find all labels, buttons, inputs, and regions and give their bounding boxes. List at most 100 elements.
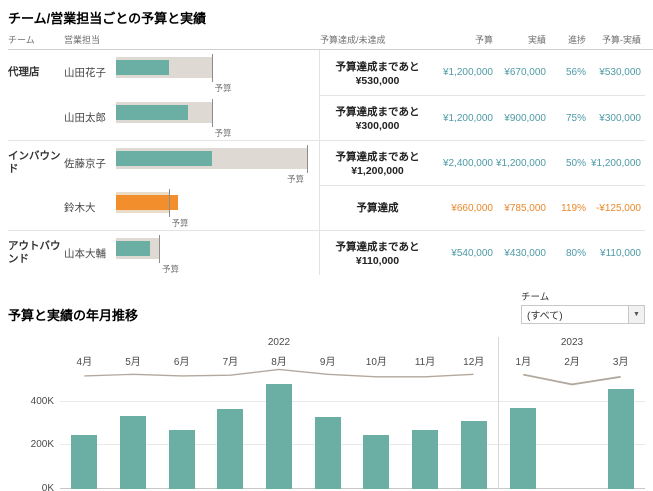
chart-column bbox=[548, 367, 597, 489]
budget-vs-actual-table-section: チーム/営業担当ごとの予算と実績 チーム 営業担当 予算達成/未達成 予算 実績… bbox=[8, 11, 653, 275]
team-filter: チーム (すべて) ▼ bbox=[521, 289, 645, 324]
gridline bbox=[60, 400, 645, 402]
chevron-down-icon[interactable]: ▼ bbox=[628, 306, 644, 323]
status-cell: 予算達成 bbox=[320, 185, 435, 230]
status-text: 予算達成 bbox=[356, 202, 399, 214]
diff-value: -¥125,000 bbox=[590, 185, 645, 230]
year-label: 2023 bbox=[560, 337, 584, 348]
budget-value: ¥1,200,000 bbox=[435, 95, 497, 140]
status-amount: ¥530,000 bbox=[355, 74, 400, 87]
y-tick-label: 0K bbox=[41, 483, 54, 491]
actual-bar[interactable] bbox=[116, 195, 179, 210]
team-label: 代理店 bbox=[8, 65, 40, 78]
actual-bar[interactable] bbox=[460, 421, 487, 489]
status-amount: ¥300,000 bbox=[355, 120, 400, 132]
month-label: 12月 bbox=[463, 357, 485, 368]
header-diff: 予算-実績 bbox=[602, 35, 641, 45]
actual-bar[interactable] bbox=[363, 434, 390, 489]
table-section-title: チーム/営業担当ごとの予算と実績 bbox=[8, 11, 207, 26]
progress-bar-cell: 予算 bbox=[116, 230, 320, 275]
rep-label: 佐藤京子 bbox=[64, 140, 116, 185]
actual-bar[interactable] bbox=[120, 416, 146, 489]
rep-label: 鈴木大 bbox=[64, 202, 96, 214]
status-amount: ¥1,200,000 bbox=[351, 165, 404, 177]
actual-bar[interactable] bbox=[607, 388, 634, 489]
actual-bar[interactable] bbox=[510, 408, 537, 489]
month-label: 1月 bbox=[515, 357, 532, 368]
actual-value: ¥670,000 bbox=[504, 67, 546, 78]
y-tick-label: 400K bbox=[30, 395, 54, 407]
actual-bar[interactable] bbox=[217, 409, 244, 489]
budget-reference-line bbox=[307, 145, 309, 173]
chart-column bbox=[255, 367, 304, 489]
budget-reference-line bbox=[211, 99, 213, 127]
actual-bar[interactable] bbox=[116, 60, 170, 75]
chart-column bbox=[109, 367, 158, 489]
team-filter-dropdown[interactable]: (すべて) ▼ bbox=[521, 305, 645, 324]
budget-value: ¥660,000 bbox=[435, 185, 497, 230]
chart-pane-2023: 2023 1月 2月 3月 bbox=[498, 337, 645, 489]
budget-reference-line bbox=[211, 54, 213, 82]
chart-pane-2022: 2022 4月 5月 6月 7月 8月 9月 10月 11月 12月 bbox=[60, 337, 498, 489]
actual-bar[interactable] bbox=[116, 105, 188, 120]
actual-bar[interactable] bbox=[412, 430, 439, 489]
actual-bar[interactable] bbox=[71, 434, 98, 489]
actual-bar[interactable] bbox=[116, 151, 212, 166]
actual-bar[interactable] bbox=[266, 384, 293, 489]
team-filter-value: (すべて) bbox=[527, 311, 563, 322]
table-header-row: チーム 営業担当 予算達成/未達成 予算 実績 進捗 予算-実績 bbox=[8, 32, 653, 50]
team-label: アウトバウンド bbox=[8, 230, 64, 275]
monthly-trend-section: 予算と実績の年月推移 チーム (すべて) ▼ 0K 200K 400K 2022 4月… bbox=[0, 292, 653, 491]
table-row: アウトバウンド 山本大輔 予算 予算達成まであと ¥110,000 ¥540,0… bbox=[8, 230, 653, 275]
header-rep: 営業担当 bbox=[64, 35, 101, 45]
actual-value: ¥785,000 bbox=[497, 185, 550, 230]
gridlines bbox=[60, 337, 645, 489]
diff-value: ¥1,200,000 bbox=[590, 140, 645, 185]
actual-value: ¥1,200,000 bbox=[496, 140, 550, 185]
header-team: チーム bbox=[8, 35, 35, 45]
progress-value: 50% bbox=[550, 140, 590, 185]
chart-column bbox=[157, 367, 206, 489]
chart-column bbox=[60, 367, 109, 489]
status-cell: 予算達成まであと ¥300,000 bbox=[320, 95, 435, 140]
chart-plot bbox=[499, 367, 645, 489]
month-label: 10月 bbox=[365, 357, 387, 368]
status-text: 予算達成まであと bbox=[335, 241, 420, 253]
header-progress: 進捗 bbox=[567, 35, 586, 45]
chart-plot bbox=[60, 367, 498, 489]
table-row: 代理店 山田花子 予算 予算達成まであと ¥530,000 ¥1,200,000… bbox=[8, 50, 653, 95]
monthly-bar-chart: 0K 200K 400K 2022 4月 5月 6月 7月 8月 9月 10月 11月 12月 2023… bbox=[8, 337, 645, 491]
gridline bbox=[60, 444, 645, 446]
header-actual: 実績 bbox=[527, 35, 546, 45]
actual-bar[interactable] bbox=[314, 417, 341, 489]
budget-value: ¥1,200,000 bbox=[442, 67, 493, 78]
budget-reference-label: 予算 bbox=[214, 83, 232, 93]
month-labels-row: 4月 5月 6月 7月 8月 9月 10月 11月 12月 bbox=[60, 353, 498, 368]
month-label: 8月 bbox=[271, 357, 287, 368]
table-row: インバウンド 佐藤京子 予算 予算達成まであと ¥1,200,000 ¥2,40… bbox=[8, 140, 653, 185]
budget-reference-line bbox=[168, 189, 170, 217]
status-cell: 予算達成まであと ¥110,000 bbox=[320, 230, 435, 275]
actual-bar[interactable] bbox=[168, 430, 195, 489]
rep-label: 山本大輔 bbox=[64, 230, 116, 275]
team-label bbox=[8, 185, 64, 230]
month-labels-row: 1月 2月 3月 bbox=[499, 353, 645, 368]
status-text: 予算達成まであと bbox=[335, 151, 420, 163]
status-amount: ¥110,000 bbox=[355, 255, 400, 267]
budget-value: ¥540,000 bbox=[435, 230, 497, 275]
header-budget: 予算 bbox=[474, 35, 493, 45]
actual-value: ¥430,000 bbox=[497, 230, 550, 275]
progress-value: 119% bbox=[550, 185, 590, 230]
progress-bar-cell: 予算 bbox=[116, 95, 320, 140]
y-tick-label: 200K bbox=[30, 439, 54, 451]
month-label: 5月 bbox=[125, 357, 141, 368]
year-label: 2022 bbox=[267, 337, 291, 348]
month-label: 7月 bbox=[222, 357, 239, 368]
month-label: 2月 bbox=[564, 357, 580, 368]
status-cell: 予算達成まであと ¥530,000 bbox=[320, 50, 435, 95]
progress-bar-cell: 予算 bbox=[116, 50, 320, 95]
actual-bar[interactable] bbox=[116, 241, 151, 256]
diff-value: ¥300,000 bbox=[590, 95, 645, 140]
rep-label: 山田花子 bbox=[64, 67, 106, 79]
